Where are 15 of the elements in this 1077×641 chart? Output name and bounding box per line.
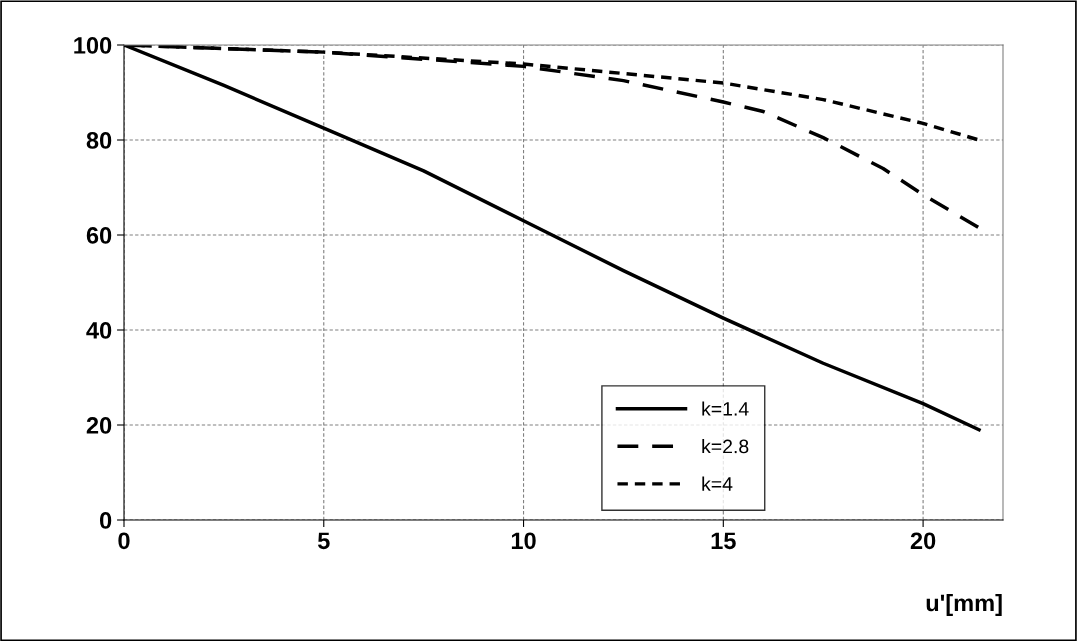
y-tick-label: 0 (100, 512, 112, 529)
legend-label: k=1.4 (702, 401, 749, 416)
legend-label: k=2.8 (702, 439, 749, 454)
y-tick-label: 40 (86, 322, 112, 339)
x-tick-label: 10 (511, 532, 536, 550)
x-tick-label: 20 (910, 532, 936, 550)
y-tick-label: 20 (86, 417, 112, 434)
x-tick-label: 15 (711, 532, 736, 550)
x-tick-label: 0 (118, 532, 130, 550)
legend-label: k=4 (702, 476, 733, 491)
x-tick-label: 5 (317, 532, 330, 550)
y-tick-label: 80 (86, 132, 112, 149)
x-axis-title: u'[mm] (926, 593, 1002, 617)
y-tick-label: 100 (74, 37, 112, 54)
y-tick-label: 60 (86, 227, 112, 244)
